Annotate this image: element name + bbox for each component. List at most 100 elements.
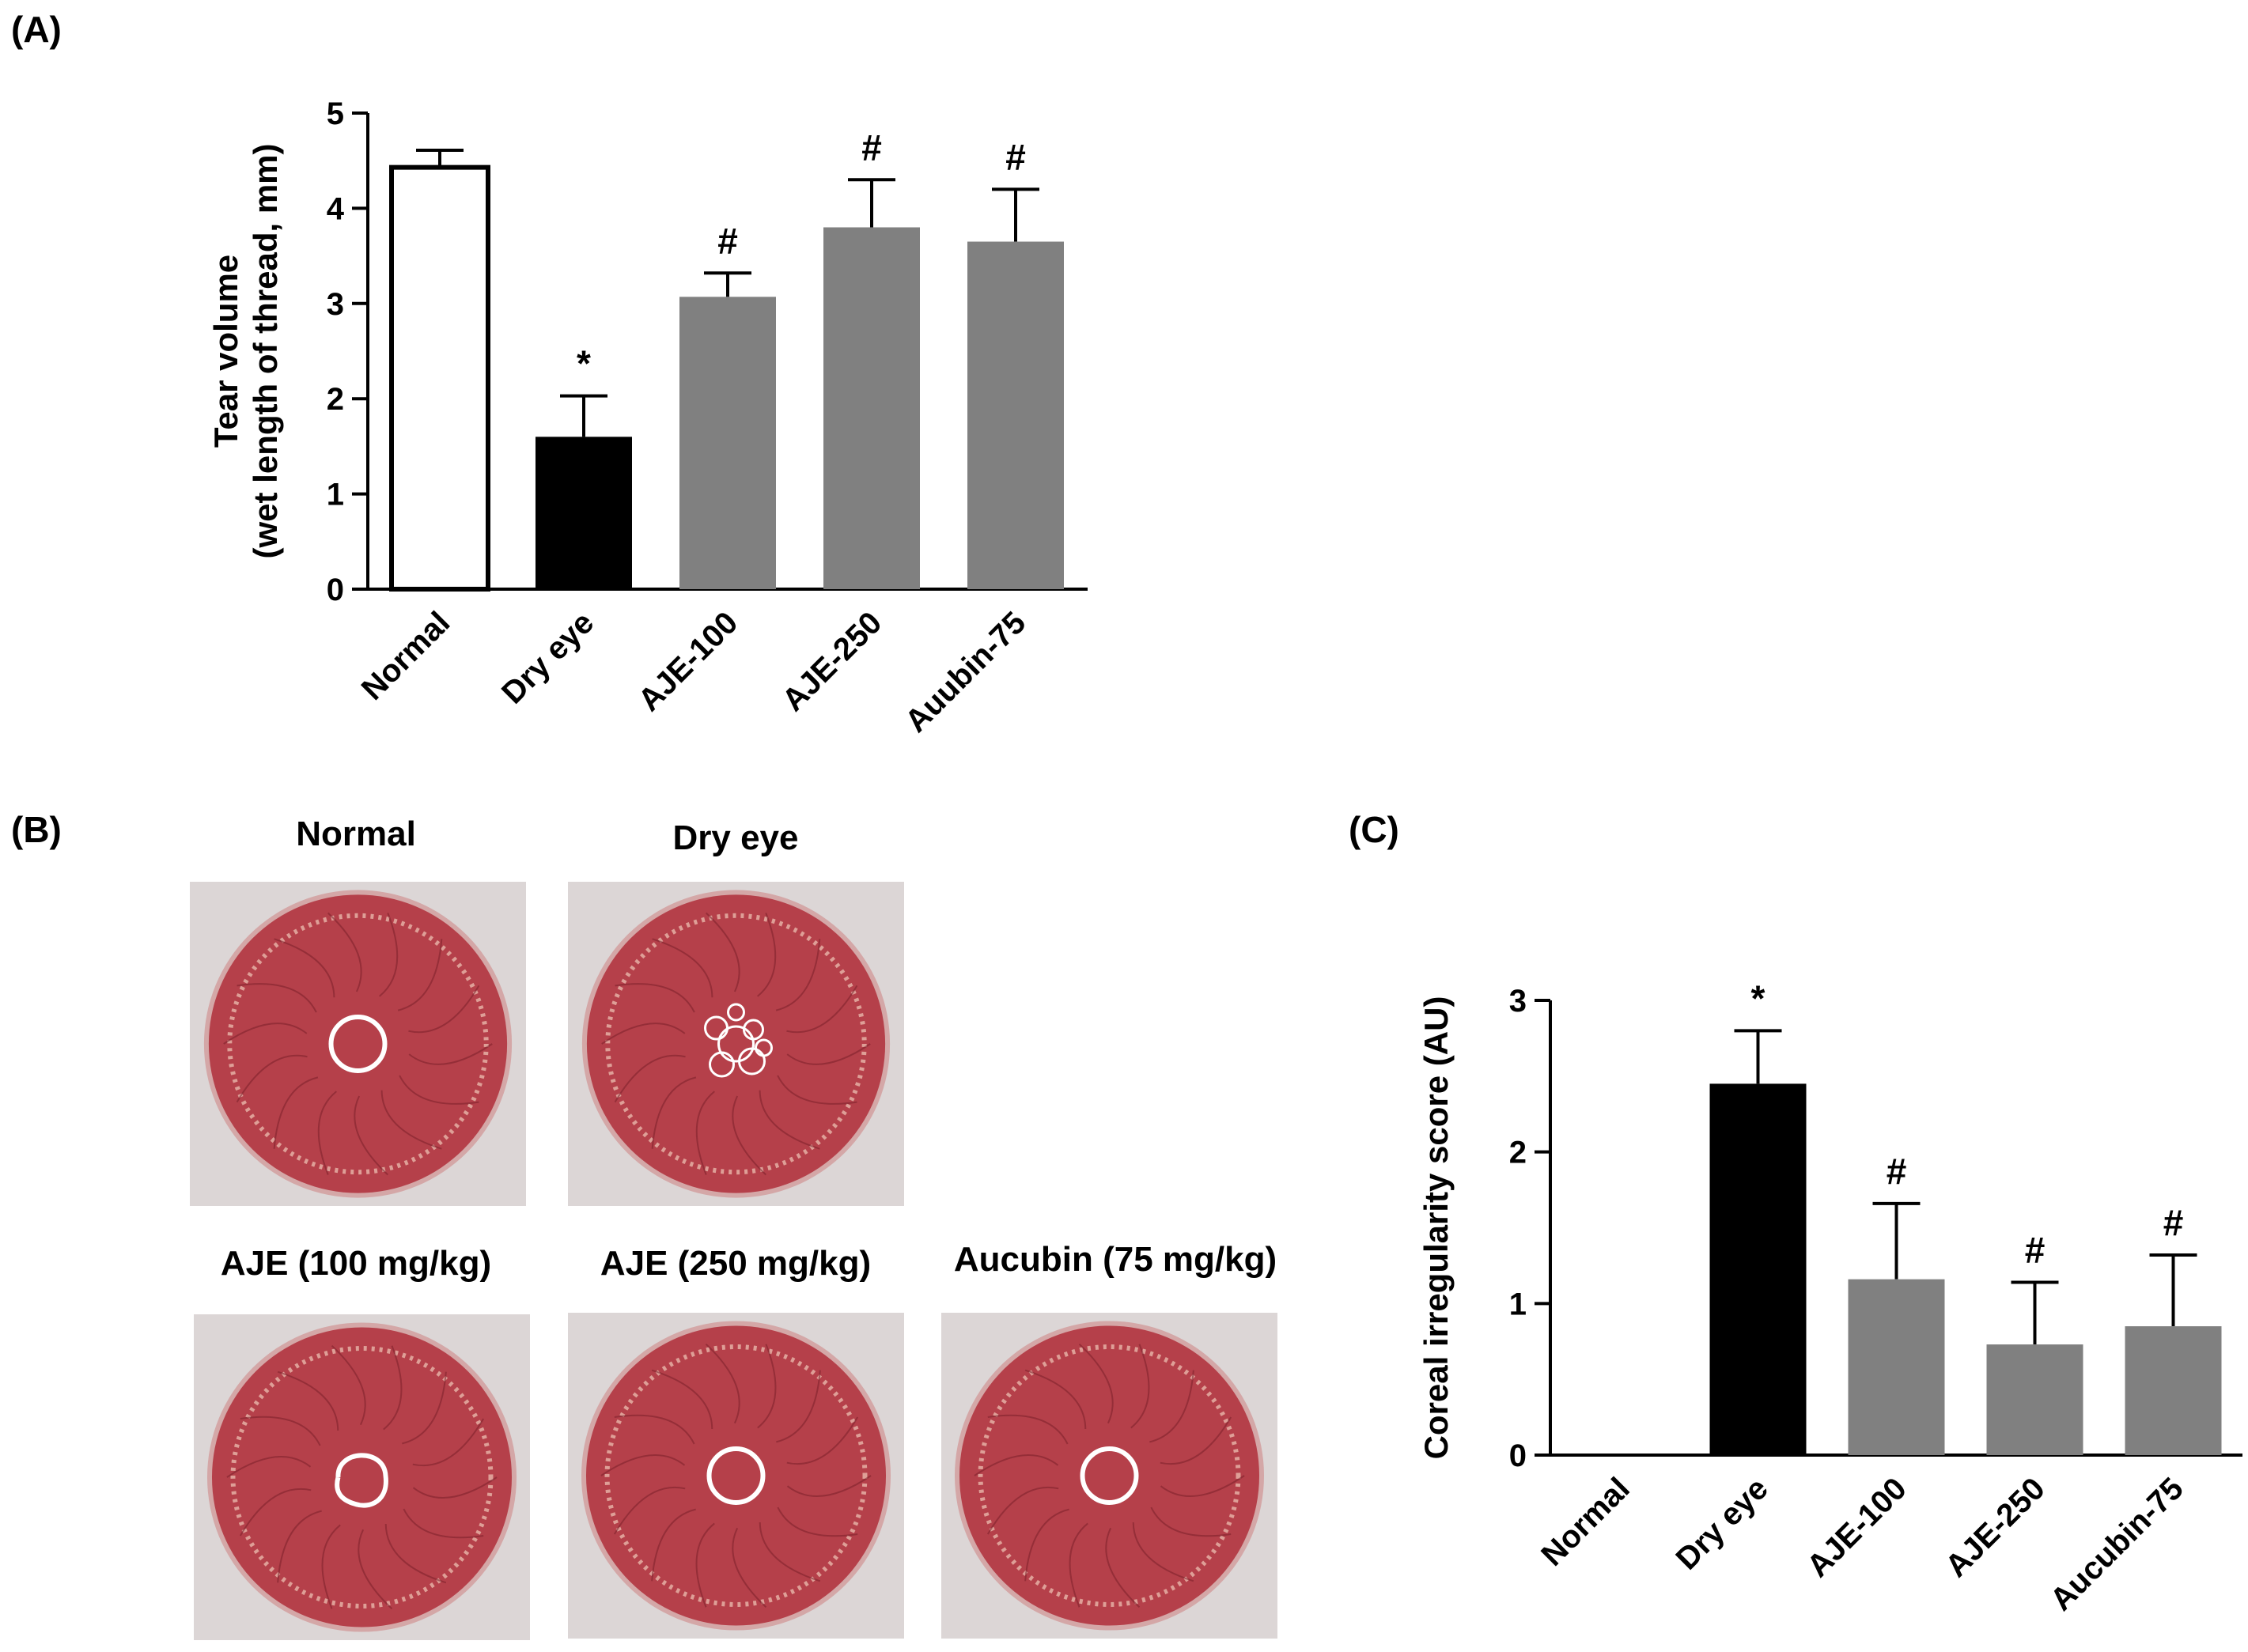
blood-vessel — [399, 1075, 479, 1105]
light-ring — [230, 1346, 494, 1609]
bar — [1709, 1083, 1807, 1455]
y-tick-label: 1 — [327, 478, 344, 512]
blood-vessel — [412, 1418, 485, 1467]
irregular-reflection — [709, 1051, 735, 1078]
significance-mark: * — [1751, 977, 1765, 1019]
light-ring — [604, 1344, 868, 1607]
blood-vessel — [380, 1090, 442, 1150]
significance-mark: # — [717, 220, 738, 261]
blood-vessel — [1024, 1508, 1069, 1582]
cornea-photo-aucubin-75 — [941, 1313, 1277, 1639]
cornea — [211, 1327, 513, 1627]
bar — [1848, 1279, 1945, 1455]
blood-vessel — [974, 1454, 1059, 1476]
y-axis-label: Coreal irregularity score (AU) — [1417, 996, 1455, 1460]
y-tick-label: 0 — [1509, 1438, 1527, 1473]
photo-title-aucubin-75: Aucubin (75 mg/kg) — [953, 1240, 1277, 1279]
blood-vessel — [239, 1488, 312, 1537]
x-tick-label: Normal — [355, 605, 457, 707]
cornea-photo-dry-eye — [568, 882, 904, 1206]
blood-vessel — [1105, 1527, 1141, 1609]
blood-vessel — [706, 912, 740, 992]
irregular-reflection-ring — [335, 1453, 388, 1508]
blood-vessel — [757, 1344, 777, 1429]
irregular-reflection — [727, 1003, 745, 1022]
y-tick-label: 4 — [327, 191, 345, 226]
blood-vessel — [757, 913, 777, 997]
blood-vessel — [786, 1043, 871, 1065]
y-tick-label: 1 — [1509, 1287, 1527, 1321]
blood-vessel — [695, 1522, 715, 1608]
light-ring — [978, 1344, 1241, 1607]
panel-c-label: (C) — [1349, 809, 1399, 850]
blood-vessel — [277, 1510, 322, 1583]
cornea-photo-aje-250 — [568, 1313, 904, 1639]
blood-vessel — [402, 1371, 447, 1445]
blood-vessel — [403, 1508, 484, 1539]
blood-vessel — [1078, 1343, 1114, 1424]
blood-vessel — [1024, 1369, 1087, 1429]
blood-vessel — [358, 1529, 393, 1610]
blood-vessel — [1069, 1522, 1088, 1608]
y-tick-label: 3 — [1509, 984, 1527, 1019]
blood-vessel — [240, 1416, 321, 1446]
blood-vessel — [759, 1522, 821, 1582]
x-tick-label: Normal — [1535, 1471, 1637, 1573]
cornea-photo-aje-100 — [194, 1314, 530, 1640]
blood-vessel — [651, 1076, 697, 1149]
blood-vessel — [614, 1054, 686, 1103]
blood-vessel — [652, 938, 713, 998]
light-ring — [227, 913, 489, 1175]
blood-vessel — [1150, 1506, 1232, 1537]
blood-vessel — [277, 1370, 339, 1431]
cornea — [208, 894, 508, 1193]
x-tick-label: Aucubin-75 — [2044, 1471, 2190, 1617]
blood-vessel — [384, 1524, 447, 1584]
blood-vessel — [651, 1369, 713, 1429]
cornea — [959, 1325, 1260, 1626]
blood-vessel — [776, 1370, 821, 1443]
blood-vessel — [1132, 1522, 1194, 1582]
light-reflection-ring — [706, 1446, 766, 1505]
blood-vessel — [759, 1090, 820, 1150]
x-tick-label: Auubin-75 — [899, 605, 1032, 739]
cornea-photo-normal — [190, 882, 526, 1206]
irregular-reflection — [743, 1019, 764, 1041]
blood-vessel — [987, 1414, 1069, 1445]
blood-vessel — [786, 1475, 872, 1498]
blood-vessel — [775, 939, 821, 1011]
blood-vessel — [317, 1091, 337, 1175]
blood-vessel — [613, 1486, 686, 1535]
cornea — [585, 1325, 887, 1626]
blood-vessel — [705, 1343, 740, 1424]
y-tick-label: 3 — [327, 287, 344, 322]
y-tick-label: 0 — [327, 573, 344, 607]
x-tick-label: Dry eye — [495, 605, 600, 710]
light-reflection-ring — [328, 1015, 388, 1073]
blood-vessel — [732, 1527, 767, 1609]
photo-title-aje-100: AJE (100 mg/kg) — [220, 1244, 492, 1283]
blood-vessel — [273, 1076, 319, 1149]
photo-title-dry-eye: Dry eye — [672, 818, 799, 857]
blood-vessel — [777, 1075, 857, 1105]
x-tick-label: AJE-100 — [632, 605, 745, 718]
irregular-reflection — [755, 1038, 773, 1057]
blood-vessel — [695, 1091, 715, 1175]
tear-volume-chart: 0 1 2 3 4 5 Tear volume(wet length of thread, … — [207, 96, 1088, 739]
blood-vessel — [383, 1345, 403, 1431]
bar — [823, 227, 920, 589]
blood-vessel — [601, 1023, 686, 1045]
blood-vessel — [412, 1476, 498, 1499]
blood-vessel — [408, 985, 480, 1034]
significance-mark: # — [1005, 136, 1026, 177]
blood-vessel — [321, 1524, 341, 1609]
bar — [1986, 1344, 2083, 1455]
bar — [2125, 1326, 2222, 1455]
blood-vessel — [408, 1043, 493, 1065]
blood-vessel — [614, 1414, 695, 1445]
blood-vessel — [732, 1095, 766, 1176]
y-tick-label: 2 — [1509, 1136, 1527, 1170]
blood-vessel — [274, 938, 335, 998]
blood-vessel — [986, 1486, 1059, 1535]
light-ring — [605, 913, 867, 1175]
